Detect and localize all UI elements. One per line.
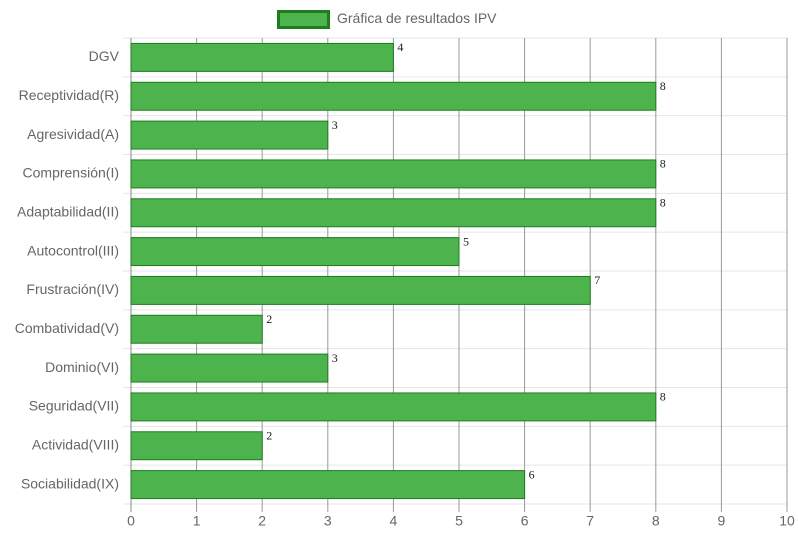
- y-tick-label: Actividad(VIII): [32, 436, 119, 452]
- x-tick-label: 10: [779, 513, 795, 529]
- x-tick-label: 0: [127, 513, 135, 529]
- x-tick-label: 3: [324, 513, 332, 529]
- value-label: 5: [463, 234, 469, 248]
- x-tick-label: 4: [390, 513, 398, 529]
- y-tick-label: Frustración(IV): [26, 281, 119, 297]
- y-tick-label: Receptividad(R): [19, 87, 119, 103]
- bar[interactable]: [130, 353, 329, 383]
- bar[interactable]: [130, 42, 394, 72]
- y-tick-label: DGV: [89, 48, 120, 64]
- value-label: 3: [332, 118, 338, 132]
- y-tick-label: Adaptabilidad(II): [17, 203, 119, 219]
- value-label: 3: [332, 351, 338, 365]
- value-label: 7: [594, 273, 600, 287]
- bar[interactable]: [130, 470, 526, 500]
- bar[interactable]: [130, 392, 657, 422]
- value-label: 4: [397, 40, 403, 54]
- bar[interactable]: [130, 314, 263, 344]
- bar[interactable]: [130, 275, 591, 305]
- value-label: 2: [266, 429, 272, 443]
- bar[interactable]: [130, 198, 657, 228]
- x-tick-label: 1: [193, 513, 201, 529]
- y-tick-label: Seguridad(VII): [29, 398, 119, 414]
- y-tick-label: Agresividad(A): [27, 126, 119, 142]
- bar[interactable]: [130, 237, 460, 267]
- y-tick-label: Autocontrol(III): [27, 242, 119, 258]
- y-tick-label: Dominio(VI): [45, 359, 119, 375]
- value-label: 2: [266, 312, 272, 326]
- bar[interactable]: [130, 431, 263, 461]
- x-tick-label: 7: [586, 513, 594, 529]
- value-label: 8: [660, 79, 666, 93]
- x-tick-label: 5: [455, 513, 463, 529]
- y-tick-label: Combatividad(V): [15, 320, 119, 336]
- x-tick-label: 2: [258, 513, 266, 529]
- x-tick-label: 8: [652, 513, 660, 529]
- legend-swatch[interactable]: [277, 10, 330, 29]
- value-label: 8: [660, 390, 666, 404]
- x-tick-label: 9: [718, 513, 726, 529]
- value-label: 8: [660, 157, 666, 171]
- value-label: 8: [660, 196, 666, 210]
- x-tick-label: 6: [521, 513, 529, 529]
- y-tick-label: Comprensión(I): [23, 165, 119, 181]
- value-label: 6: [529, 467, 535, 481]
- bar[interactable]: [130, 159, 657, 189]
- bar[interactable]: [130, 81, 657, 111]
- bar[interactable]: [130, 120, 329, 150]
- y-tick-label: Sociabilidad(IX): [21, 475, 119, 491]
- legend-label[interactable]: Gráfica de resultados IPV: [337, 10, 497, 26]
